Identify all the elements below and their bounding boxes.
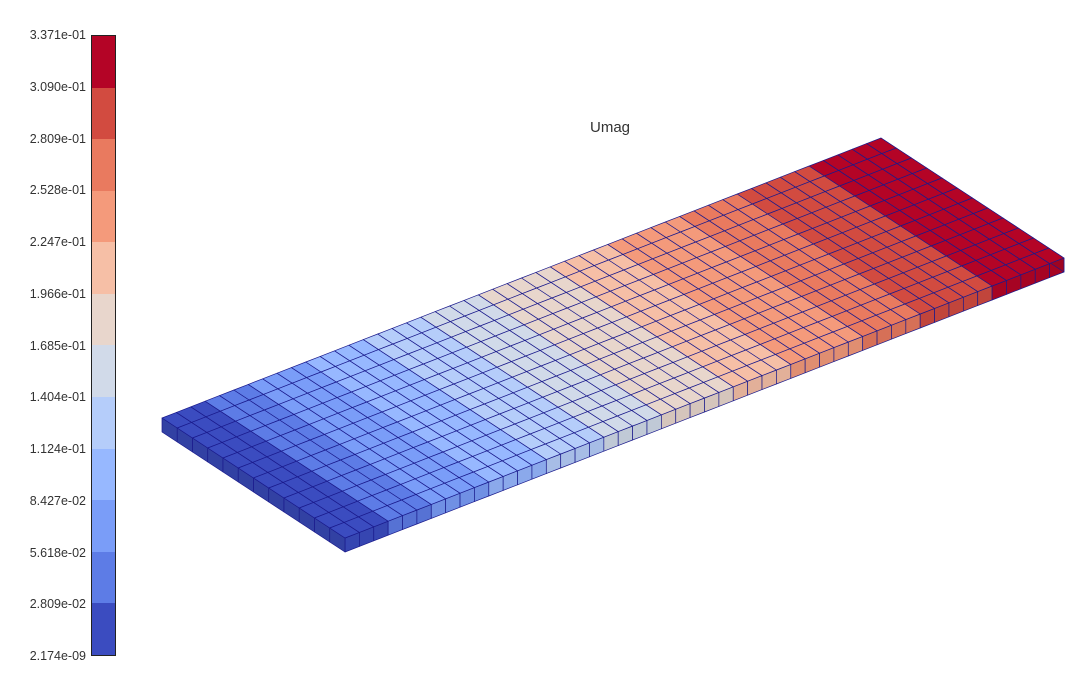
colorbar-band bbox=[92, 551, 115, 604]
colorbar-band bbox=[92, 190, 115, 243]
colorbar-tick-label: 2.528e-01 bbox=[29, 183, 86, 198]
colorbar-tick-label: 2.174e-09 bbox=[29, 649, 86, 663]
colorbar-band bbox=[92, 448, 115, 501]
colorbar-tick-label: 2.809e-02 bbox=[29, 597, 86, 612]
colorbar-band bbox=[92, 293, 115, 346]
colorbar-band bbox=[92, 603, 115, 655]
colorbar-band bbox=[92, 87, 115, 140]
colorbar-tick-label: 1.404e-01 bbox=[29, 390, 86, 405]
colorbar-tick-label: 8.427e-02 bbox=[29, 493, 86, 508]
colorbar-tick-label: 3.090e-01 bbox=[29, 79, 86, 94]
colorbar-tick-label: 1.966e-01 bbox=[29, 286, 86, 301]
colorbar-tick-label: 3.371e-01 bbox=[29, 28, 86, 42]
colorbar-tick-label: 1.124e-01 bbox=[29, 442, 86, 456]
colorbar-tick-label: 2.247e-01 bbox=[29, 235, 86, 249]
colorbar-band bbox=[92, 139, 115, 191]
colorbar-band bbox=[92, 345, 115, 398]
mesh-cell bbox=[1034, 247, 1065, 264]
colorbar-tick-label: 2.809e-01 bbox=[29, 131, 86, 146]
colorbar-band bbox=[92, 242, 115, 294]
colorbar-tick-label: 5.618e-02 bbox=[29, 545, 86, 560]
colorbar-band bbox=[92, 397, 115, 449]
colorbar-tick-labels: 3.371e-01 3.090e-01 2.809e-01 2.528e-01 2.24… bbox=[0, 0, 86, 674]
colorbar-tick-label: 1.685e-01 bbox=[29, 338, 86, 353]
colorbar-band bbox=[92, 500, 115, 552]
colorbar-band bbox=[92, 36, 115, 88]
colorbar bbox=[91, 35, 116, 656]
plot-title: Umag bbox=[590, 119, 631, 136]
